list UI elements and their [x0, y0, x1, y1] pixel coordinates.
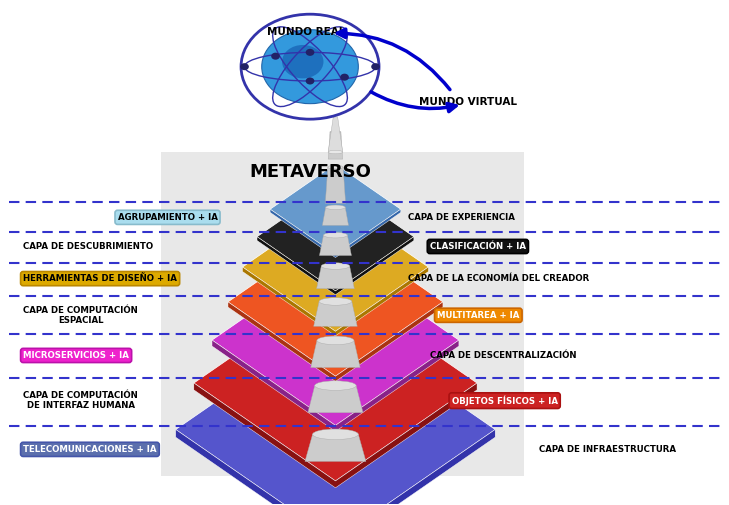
Ellipse shape [319, 298, 352, 305]
Polygon shape [257, 237, 414, 295]
Polygon shape [176, 429, 495, 505]
Text: CAPA DE COMPUTACIÓN
DE INTERFAZ HUMANA: CAPA DE COMPUTACIÓN DE INTERFAZ HUMANA [23, 391, 138, 411]
Ellipse shape [305, 77, 314, 84]
Ellipse shape [315, 381, 356, 390]
Ellipse shape [330, 131, 341, 133]
Ellipse shape [240, 63, 249, 70]
Ellipse shape [324, 232, 348, 238]
Text: METAVERSO: METAVERSO [249, 163, 371, 181]
Polygon shape [316, 266, 354, 289]
Text: MULTITAREA + IA: MULTITAREA + IA [437, 311, 520, 320]
Polygon shape [212, 255, 459, 426]
Ellipse shape [326, 205, 346, 210]
Polygon shape [194, 285, 477, 481]
Ellipse shape [317, 336, 354, 344]
Polygon shape [194, 383, 477, 488]
Text: CAPA DE INFRAESTRUCTURA: CAPA DE INFRAESTRUCTURA [539, 445, 676, 454]
Text: OBJETOS FÍSICOS + IA: OBJETOS FÍSICOS + IA [452, 395, 558, 406]
Polygon shape [313, 301, 357, 326]
Polygon shape [228, 302, 443, 381]
Ellipse shape [282, 45, 324, 78]
Text: HERRAMIENTAS DE DISEÑO + IA: HERRAMIENTAS DE DISEÑO + IA [23, 274, 177, 283]
Text: CAPA DE COMPUTACIÓN
ESPACIAL: CAPA DE COMPUTACIÓN ESPACIAL [23, 306, 138, 325]
Ellipse shape [271, 53, 280, 60]
Polygon shape [257, 182, 414, 291]
Text: AGRUPAMIENTO + IA: AGRUPAMIENTO + IA [117, 213, 217, 222]
Ellipse shape [313, 429, 359, 439]
Polygon shape [243, 203, 429, 331]
Polygon shape [325, 167, 346, 204]
Ellipse shape [328, 150, 343, 154]
Text: MICROSERVICIOS + IA: MICROSERVICIOS + IA [23, 351, 129, 360]
Text: CAPA DE LA ECONOMÍA DEL CREADOR: CAPA DE LA ECONOMÍA DEL CREADOR [408, 274, 589, 283]
Polygon shape [212, 340, 459, 431]
Polygon shape [305, 434, 366, 462]
Ellipse shape [321, 263, 350, 269]
Ellipse shape [328, 165, 343, 169]
Text: TELECOMUNICACIONES + IA: TELECOMUNICACIONES + IA [23, 445, 157, 454]
Text: CLASIFICACIÓN + IA: CLASIFICACIÓN + IA [430, 242, 526, 251]
Polygon shape [328, 132, 343, 159]
Polygon shape [243, 267, 429, 336]
Text: MUNDO REAL: MUNDO REAL [268, 27, 346, 36]
Polygon shape [270, 209, 401, 258]
Polygon shape [270, 164, 401, 255]
Polygon shape [322, 207, 348, 225]
Ellipse shape [305, 49, 314, 56]
Text: CAPA DE DESCUBRIMIENTO: CAPA DE DESCUBRIMIENTO [23, 242, 153, 251]
Ellipse shape [241, 14, 379, 119]
Ellipse shape [371, 63, 380, 70]
Bar [161, 152, 524, 476]
Text: CAPA DE EXPERIENCIA: CAPA DE EXPERIENCIA [408, 213, 515, 222]
Polygon shape [328, 117, 343, 152]
Polygon shape [308, 386, 363, 413]
Polygon shape [319, 235, 351, 256]
Text: CAPA DE DESCENTRALIZACIÓN: CAPA DE DESCENTRALIZACIÓN [430, 351, 577, 360]
Polygon shape [176, 319, 495, 505]
Ellipse shape [340, 74, 349, 81]
Ellipse shape [262, 30, 359, 104]
Polygon shape [228, 228, 443, 376]
Text: MUNDO VIRTUAL: MUNDO VIRTUAL [419, 97, 517, 107]
Polygon shape [311, 340, 360, 368]
